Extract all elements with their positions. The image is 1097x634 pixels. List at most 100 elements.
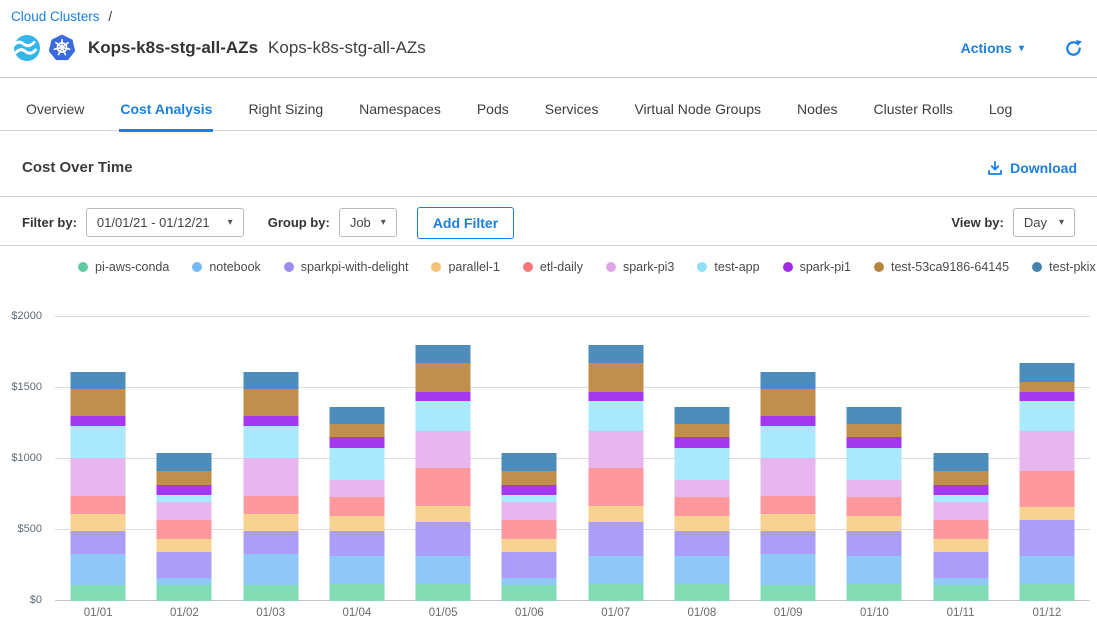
bar-segment-spark-pi1[interactable] (847, 437, 902, 448)
bar-segment-etl-daily[interactable] (157, 520, 212, 539)
bar-segment-spark-pi3[interactable] (243, 458, 298, 496)
bar-segment-etl-daily[interactable] (329, 497, 384, 515)
bar-segment-notebook[interactable] (416, 556, 471, 584)
bar-segment-etl-daily[interactable] (243, 496, 298, 514)
bar-segment-notebook[interactable] (71, 554, 126, 585)
bar-segment-parallel-1[interactable] (502, 539, 557, 552)
bar-segment-parallel-1[interactable] (329, 516, 384, 531)
bar-segment-spark-pi1[interactable] (416, 392, 471, 401)
bar-segment-pi-aws-conda[interactable] (502, 585, 557, 601)
bar-segment-parallel-1[interactable] (674, 516, 729, 531)
legend-item-spark-pi1[interactable]: spark-pi1 (783, 260, 851, 274)
bar-01-06[interactable] (502, 453, 557, 601)
bar-segment-spark-pi3[interactable] (157, 502, 212, 520)
bar-segment-test-pkix[interactable] (933, 453, 988, 471)
bar-segment-parallel-1[interactable] (416, 506, 471, 522)
bar-segment-test-53ca9186-64145[interactable] (502, 471, 557, 485)
bar-segment-test-pkix[interactable] (243, 372, 298, 389)
bar-segment-sparkpi-with-delight[interactable] (933, 552, 988, 578)
bar-segment-parallel-1[interactable] (71, 514, 126, 531)
bar-segment-etl-daily[interactable] (674, 497, 729, 515)
bar-segment-sparkpi-with-delight[interactable] (674, 531, 729, 556)
bar-segment-spark-pi3[interactable] (1019, 431, 1074, 471)
bar-segment-notebook[interactable] (674, 556, 729, 584)
actions-button[interactable]: Actions ▾ (961, 40, 1024, 56)
download-button[interactable]: Download (987, 160, 1077, 176)
bar-01-10[interactable] (847, 407, 902, 601)
bar-segment-spark-pi1[interactable] (588, 392, 643, 401)
bar-segment-notebook[interactable] (933, 578, 988, 585)
bar-segment-spark-pi3[interactable] (761, 458, 816, 496)
bar-segment-test-53ca9186-64145[interactable] (71, 389, 126, 417)
bar-segment-spark-pi3[interactable] (674, 480, 729, 497)
bar-01-03[interactable] (243, 372, 298, 601)
bar-segment-spark-pi1[interactable] (1019, 392, 1074, 401)
bar-segment-parallel-1[interactable] (847, 516, 902, 531)
bar-segment-spark-pi1[interactable] (502, 485, 557, 495)
tab-nodes[interactable]: Nodes (796, 89, 838, 132)
bar-segment-spark-pi1[interactable] (243, 416, 298, 426)
bar-segment-etl-daily[interactable] (761, 496, 816, 514)
bar-segment-test-53ca9186-64145[interactable] (761, 389, 816, 417)
bar-segment-pi-aws-conda[interactable] (157, 585, 212, 601)
bar-segment-etl-daily[interactable] (502, 520, 557, 539)
bar-segment-test-app[interactable] (588, 401, 643, 432)
bar-segment-sparkpi-with-delight[interactable] (761, 531, 816, 554)
bar-segment-sparkpi-with-delight[interactable] (243, 531, 298, 554)
bar-segment-sparkpi-with-delight[interactable] (71, 531, 126, 554)
bar-segment-test-53ca9186-64145[interactable] (588, 363, 643, 391)
bar-segment-spark-pi3[interactable] (71, 458, 126, 496)
tab-services[interactable]: Services (544, 89, 600, 132)
tab-right-sizing[interactable]: Right Sizing (247, 89, 324, 132)
bar-segment-sparkpi-with-delight[interactable] (502, 552, 557, 578)
bar-segment-spark-pi1[interactable] (157, 485, 212, 495)
bar-segment-etl-daily[interactable] (933, 520, 988, 539)
bar-segment-sparkpi-with-delight[interactable] (847, 531, 902, 556)
bar-segment-pi-aws-conda[interactable] (847, 584, 902, 601)
bar-segment-test-pkix[interactable] (761, 372, 816, 389)
bar-segment-test-pkix[interactable] (674, 407, 729, 423)
refresh-icon[interactable] (1064, 39, 1083, 58)
legend-item-pi-aws-conda[interactable]: pi-aws-conda (78, 260, 169, 274)
legend-item-spark-pi3[interactable]: spark-pi3 (606, 260, 674, 274)
bar-segment-parallel-1[interactable] (761, 514, 816, 531)
bar-segment-test-pkix[interactable] (329, 407, 384, 423)
bar-segment-pi-aws-conda[interactable] (329, 584, 384, 601)
bar-segment-test-pkix[interactable] (1019, 363, 1074, 382)
bar-segment-test-pkix[interactable] (502, 453, 557, 471)
legend-item-parallel-1[interactable]: parallel-1 (431, 260, 499, 274)
bar-segment-pi-aws-conda[interactable] (761, 585, 816, 601)
bar-segment-test-pkix[interactable] (71, 372, 126, 389)
tab-cost-analysis[interactable]: Cost Analysis (119, 89, 213, 132)
bar-segment-notebook[interactable] (847, 556, 902, 584)
bar-01-09[interactable] (761, 372, 816, 601)
bar-segment-sparkpi-with-delight[interactable] (588, 522, 643, 556)
bar-segment-spark-pi1[interactable] (329, 437, 384, 448)
bar-segment-parallel-1[interactable] (243, 514, 298, 531)
bar-segment-spark-pi3[interactable] (502, 502, 557, 520)
bar-segment-etl-daily[interactable] (71, 496, 126, 514)
bar-segment-notebook[interactable] (1019, 556, 1074, 584)
bar-segment-notebook[interactable] (502, 578, 557, 585)
bar-segment-pi-aws-conda[interactable] (71, 585, 126, 601)
bar-segment-notebook[interactable] (329, 556, 384, 584)
bar-segment-test-53ca9186-64145[interactable] (243, 389, 298, 417)
bar-01-05[interactable] (416, 345, 471, 601)
legend-item-test-53ca9186-64145[interactable]: test-53ca9186-64145 (874, 260, 1009, 274)
tab-cluster-rolls[interactable]: Cluster Rolls (873, 89, 954, 132)
bar-segment-pi-aws-conda[interactable] (933, 585, 988, 601)
bar-01-07[interactable] (588, 345, 643, 601)
bar-segment-test-53ca9186-64145[interactable] (1019, 382, 1074, 391)
bar-segment-test-app[interactable] (933, 495, 988, 502)
bar-segment-test-53ca9186-64145[interactable] (674, 424, 729, 437)
legend-item-etl-daily[interactable]: etl-daily (523, 260, 583, 274)
bar-segment-test-app[interactable] (329, 448, 384, 481)
bar-segment-pi-aws-conda[interactable] (1019, 584, 1074, 601)
legend-item-test-app[interactable]: test-app (697, 260, 759, 274)
bar-segment-test-app[interactable] (157, 495, 212, 502)
bar-segment-sparkpi-with-delight[interactable] (329, 531, 384, 556)
bar-segment-pi-aws-conda[interactable] (588, 584, 643, 601)
date-range-select[interactable]: 01/01/21 - 01/12/21 ▾ (86, 208, 244, 237)
bar-01-12[interactable] (1019, 363, 1074, 601)
legend-item-test-pkix[interactable]: test-pkix (1032, 260, 1096, 274)
